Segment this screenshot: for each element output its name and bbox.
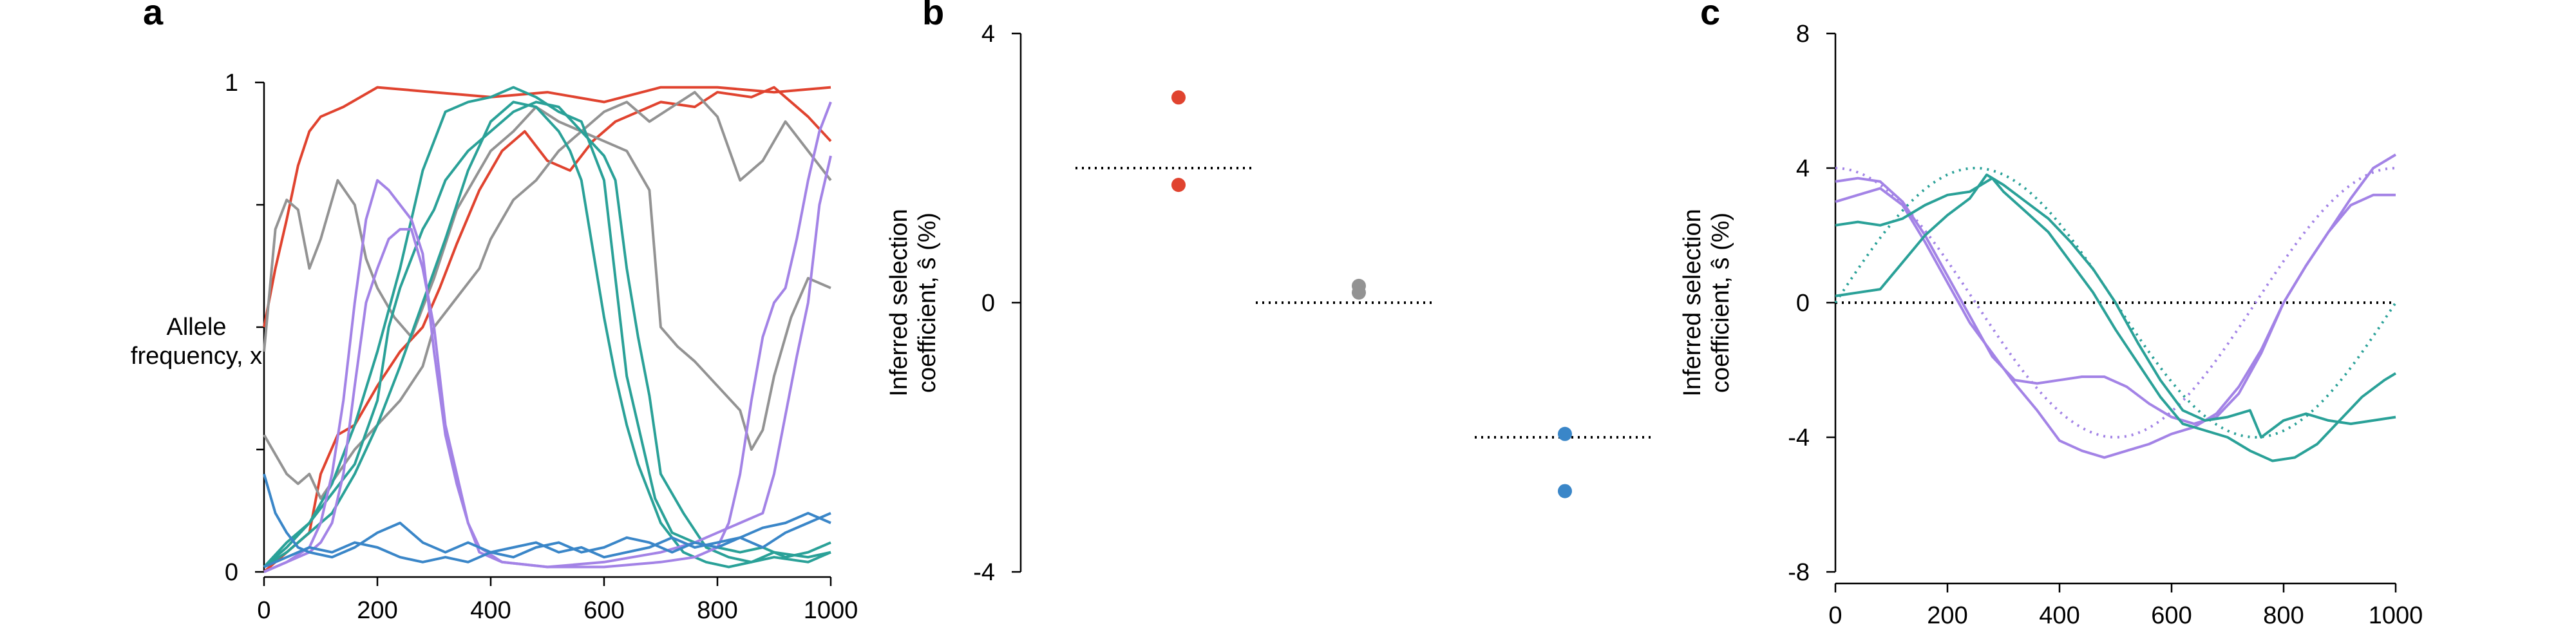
panel-c-y-tick-label: 8 <box>1796 21 1810 48</box>
panel-a-series-teal-4 <box>263 86 831 568</box>
panel-a-x-tick-label: 0 <box>257 597 270 624</box>
panel-c-series-teal-2 <box>1835 173 2396 439</box>
panel-a-y-tick-label: 0 <box>225 559 238 586</box>
panel-b-y-tick-label: 0 <box>981 290 995 317</box>
panel-b-chart: Inferred selection coefficient, ŝ (%) 4 0… <box>886 21 1655 586</box>
panel-b-point-red <box>1171 90 1186 105</box>
panel-a-series-gray-3 <box>263 130 831 500</box>
panel-b-point-red <box>1171 178 1186 193</box>
panel-c-ylabel-line1: Inferred selection <box>1679 209 1706 397</box>
panel-a-series-purple-7 <box>263 101 832 573</box>
panel-b-point-gray <box>1352 285 1366 300</box>
panel-b-y-tick-label: 4 <box>981 21 995 48</box>
panel-b-point-blue <box>1558 484 1572 498</box>
panel-a-series-blue-10 <box>263 511 831 569</box>
panel-a-x-tick-label: 600 <box>583 597 624 624</box>
panel-a-series-purple-8 <box>263 155 832 573</box>
panel-c-x-tick-label: 1000 <box>2369 602 2423 629</box>
panel-a-series-red-0 <box>263 86 831 328</box>
panel-c-letter: c <box>1700 0 1720 32</box>
panel-b-ylabel-line1: Inferred selection <box>886 209 913 397</box>
panel-a-series-red-1 <box>263 86 832 573</box>
panel-c-series-purple-1 <box>1835 153 2397 459</box>
panel-c-x-tick-label: 200 <box>1927 602 1967 629</box>
panel-a-series-blue-9 <box>263 473 831 559</box>
panel-b-y-tick-label: -4 <box>973 559 995 586</box>
panel-a-x-tick-label: 200 <box>357 597 397 624</box>
panel-c-x-tick-label: 800 <box>2263 602 2304 629</box>
panel-a-series-teal-6 <box>263 100 831 568</box>
panel-a-x-tick-label: 800 <box>697 597 737 624</box>
panel-a-letter: a <box>143 0 164 32</box>
panel-b-ylabel-line2: coefficient, ŝ (%) <box>914 213 941 393</box>
panel-a-series-gray-2 <box>263 91 832 352</box>
panel-b-letter: b <box>922 0 944 32</box>
panel-a-ylabel-line2: frequency, x <box>131 343 262 370</box>
panel-a-x-tick-label: 400 <box>470 597 511 624</box>
panel-b-point-blue <box>1558 426 1572 441</box>
panel-c-ylabel-line2: coefficient, ŝ (%) <box>1707 213 1734 393</box>
panel-c-y-tick-label: 0 <box>1796 290 1810 317</box>
panel-c-x-tick-label: 400 <box>2039 602 2079 629</box>
panel-a-x-tick-label: 1000 <box>804 597 858 624</box>
panel-c-series-teal-3 <box>1835 176 2397 462</box>
panel-c-x-tick-label: 600 <box>2151 602 2192 629</box>
panel-c-y-tick-label: 4 <box>1796 155 1810 182</box>
panel-c-y-tick-label: -4 <box>1788 424 1810 451</box>
panel-a-ylabel-line1: Allele <box>167 314 227 341</box>
panel-a-y-tick-label: 1 <box>225 70 238 97</box>
panel-c-x-tick-label: 0 <box>1828 602 1842 629</box>
panel-c-y-tick-label: -8 <box>1788 559 1810 586</box>
panel-c-chart: Inferred selection coefficient, ŝ (%) 0 2… <box>1679 21 2423 629</box>
panel-a-chart: Allele frequency, x 0 200 400 600 800 1000 0 1 <box>131 70 858 624</box>
panel-c-true-curve-teal <box>1834 166 2397 439</box>
panel-a-series-teal-5 <box>263 100 831 569</box>
